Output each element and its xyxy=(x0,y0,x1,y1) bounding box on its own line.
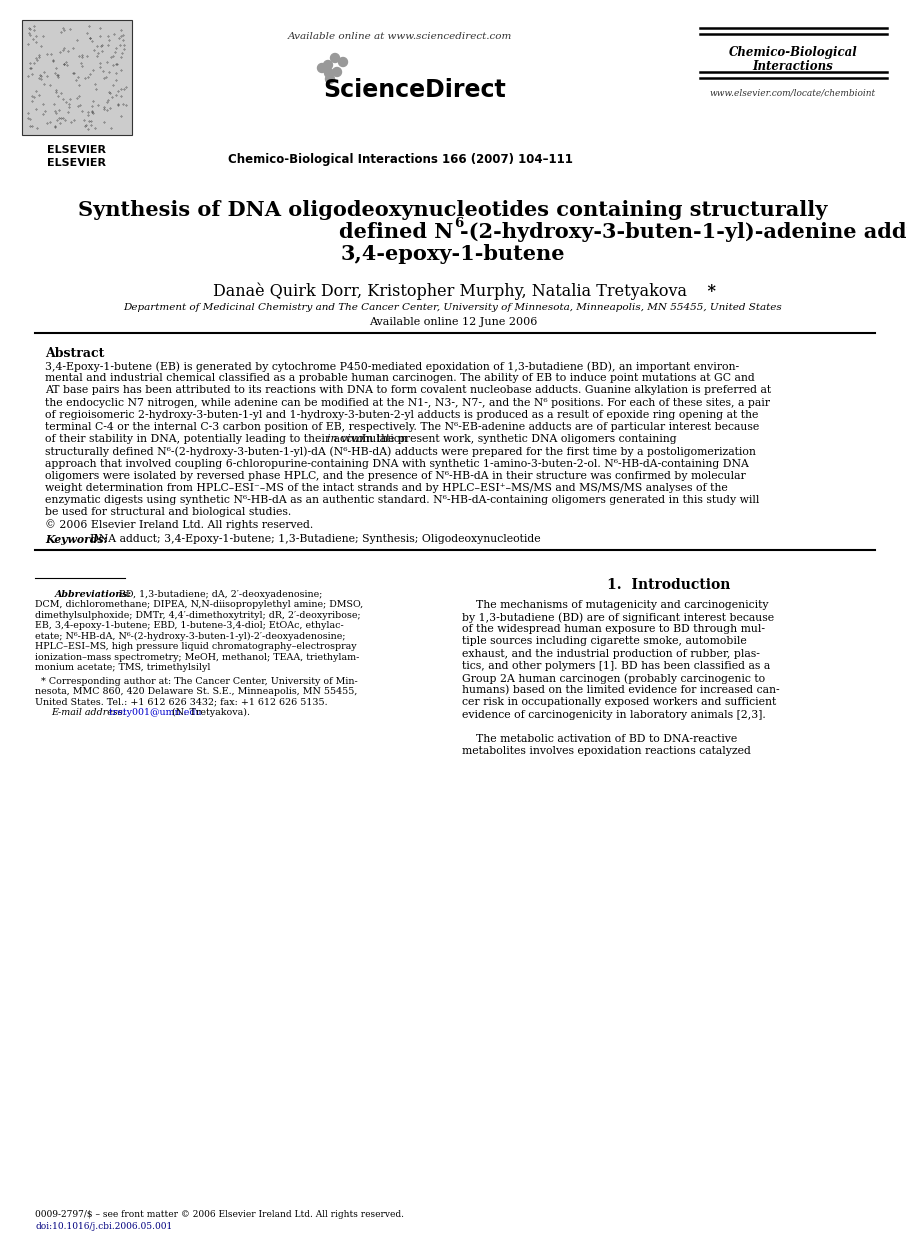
Text: 6: 6 xyxy=(454,216,463,230)
Text: approach that involved coupling 6-chloropurine-containing DNA with synthetic 1-a: approach that involved coupling 6-chloro… xyxy=(45,459,749,469)
Text: exhaust, and the industrial production of rubber, plas-: exhaust, and the industrial production o… xyxy=(462,648,760,658)
Circle shape xyxy=(324,61,333,69)
Text: humans) based on the limited evidence for increased can-: humans) based on the limited evidence fo… xyxy=(462,685,780,695)
Text: by 1,3-butadiene (BD) are of significant interest because: by 1,3-butadiene (BD) are of significant… xyxy=(462,612,775,622)
Text: mental and industrial chemical classified as a probable human carcinogen. The ab: mental and industrial chemical classifie… xyxy=(45,374,755,383)
Text: etate; N⁶-HB-dA, N⁶-(2-hydroxy-3-buten-1-yl)-2′-deoxyadenosine;: etate; N⁶-HB-dA, N⁶-(2-hydroxy-3-buten-1… xyxy=(35,632,346,641)
Text: weight determination from HPLC–ESI⁻–MS of the intact strands and by HPLC–ESI⁺–MS: weight determination from HPLC–ESI⁻–MS o… xyxy=(45,482,727,494)
Text: BD, 1,3-butadiene; dA, 2′-deoxyadenosine;: BD, 1,3-butadiene; dA, 2′-deoxyadenosine… xyxy=(107,590,322,599)
Text: AT base pairs has been attributed to its reactions with DNA to form covalent nuc: AT base pairs has been attributed to its… xyxy=(45,386,771,396)
Text: * Corresponding author at: The Cancer Center, University of Min-: * Corresponding author at: The Cancer Ce… xyxy=(35,677,357,685)
Text: 3,4-Epoxy-1-butene (EB) is generated by cytochrome P450-mediated epoxidation of : 3,4-Epoxy-1-butene (EB) is generated by … xyxy=(45,361,739,371)
Text: oligomers were isolated by reversed phase HPLC, and the presence of N⁶-HB-dA in : oligomers were isolated by reversed phas… xyxy=(45,471,746,481)
Text: 0009-2797/$ – see front matter © 2006 Elsevier Ireland Ltd. All rights reserved.: 0009-2797/$ – see front matter © 2006 El… xyxy=(35,1210,404,1218)
Text: DNA adduct; 3,4-Epoxy-1-butene; 1,3-Butadiene; Synthesis; Oligodeoxynucleotide: DNA adduct; 3,4-Epoxy-1-butene; 1,3-Buta… xyxy=(83,534,541,544)
Text: of their stability in DNA, potentially leading to their accumulation: of their stability in DNA, potentially l… xyxy=(45,434,411,444)
Text: Available online at www.sciencedirect.com: Available online at www.sciencedirect.co… xyxy=(288,32,512,41)
Text: DCM, dichloromethane; DIPEA, N,N-diisopropylethyl amine; DMSO,: DCM, dichloromethane; DIPEA, N,N-diisopr… xyxy=(35,600,363,610)
Text: structurally defined N⁶-(2-hydroxy-3-buten-1-yl)-dA (N⁶-HB-dA) adducts were prep: structurally defined N⁶-(2-hydroxy-3-but… xyxy=(45,447,756,456)
Text: cer risk in occupationally exposed workers and sufficient: cer risk in occupationally exposed worke… xyxy=(462,698,776,708)
Text: evidence of carcinogenicity in laboratory animals [2,3].: evidence of carcinogenicity in laborator… xyxy=(462,710,766,720)
Text: ionization–mass spectrometry; MeOH, methanol; TEAA, triethylam-: ionization–mass spectrometry; MeOH, meth… xyxy=(35,653,359,662)
Text: Synthesis of DNA oligodeoxynucleotides containing structurally: Synthesis of DNA oligodeoxynucleotides c… xyxy=(78,200,828,220)
Text: Danaè Quirk Dorr, Kristopher Murphy, Natalia Tretyakova: Danaè Quirk Dorr, Kristopher Murphy, Nat… xyxy=(213,283,693,301)
Text: Keywords:: Keywords: xyxy=(45,534,108,544)
Text: defined N: defined N xyxy=(338,221,453,242)
Text: -(2-hydroxy-3-buten-1-yl)-adenine adducts of: -(2-hydroxy-3-buten-1-yl)-adenine adduct… xyxy=(460,221,907,242)
Text: United States. Tel.: +1 612 626 3432; fax: +1 612 626 5135.: United States. Tel.: +1 612 626 3432; fa… xyxy=(35,698,327,706)
Text: dimethylsulphoxide; DMTr, 4,4′-dimethoxytrityl; dR, 2′-deoxyribose;: dimethylsulphoxide; DMTr, 4,4′-dimethoxy… xyxy=(35,611,361,620)
Circle shape xyxy=(333,68,342,77)
Text: of regioisomeric 2-hydroxy-3-buten-1-yl and 1-hydroxy-3-buten-2-yl adducts is pr: of regioisomeric 2-hydroxy-3-buten-1-yl … xyxy=(45,409,758,419)
Text: Available online 12 June 2006: Available online 12 June 2006 xyxy=(369,317,537,327)
Bar xyxy=(22,20,132,135)
Circle shape xyxy=(338,57,347,67)
Text: 1.  Introduction: 1. Introduction xyxy=(608,578,731,591)
Text: HPLC–ESI–MS, high pressure liquid chromatography–electrospray: HPLC–ESI–MS, high pressure liquid chroma… xyxy=(35,642,356,652)
Text: trety001@umn.edu: trety001@umn.edu xyxy=(106,709,202,717)
Text: be used for structural and biological studies.: be used for structural and biological st… xyxy=(45,507,291,517)
Text: ELSEVIER: ELSEVIER xyxy=(47,145,106,155)
Text: ELSEVIER: ELSEVIER xyxy=(47,158,106,168)
Text: . In the present work, synthetic DNA oligomers containing: . In the present work, synthetic DNA oli… xyxy=(355,434,677,444)
Text: Group 2A human carcinogen (probably carcinogenic to: Group 2A human carcinogen (probably carc… xyxy=(462,673,766,684)
Text: Chemico-Biological: Chemico-Biological xyxy=(728,46,857,59)
Text: The metabolic activation of BD to DNA-reactive: The metabolic activation of BD to DNA-re… xyxy=(462,734,737,743)
Text: monium acetate; TMS, trimethylsilyl: monium acetate; TMS, trimethylsilyl xyxy=(35,663,210,672)
Text: of the widespread human exposure to BD through mul-: of the widespread human exposure to BD t… xyxy=(462,625,765,635)
Text: metabolites involves epoxidation reactions catalyzed: metabolites involves epoxidation reactio… xyxy=(462,746,751,756)
Circle shape xyxy=(317,63,327,73)
Text: www.elsevier.com/locate/chembioint: www.elsevier.com/locate/chembioint xyxy=(710,88,876,96)
Text: terminal C-4 or the internal C-3 carbon position of EB, respectively. The N⁶-EB-: terminal C-4 or the internal C-3 carbon … xyxy=(45,422,759,432)
Text: EB, 3,4-epoxy-1-butene; EBD, 1-butene-3,4-diol; EtOAc, ethylac-: EB, 3,4-epoxy-1-butene; EBD, 1-butene-3,… xyxy=(35,621,344,631)
Text: E-mail address:: E-mail address: xyxy=(51,709,126,717)
Text: tics, and other polymers [1]. BD has been classified as a: tics, and other polymers [1]. BD has bee… xyxy=(462,661,770,670)
Text: The mechanisms of mutagenicity and carcinogenicity: The mechanisms of mutagenicity and carci… xyxy=(462,600,768,610)
Text: tiple sources including cigarette smoke, automobile: tiple sources including cigarette smoke,… xyxy=(462,636,746,647)
Text: nesota, MMC 860, 420 Delaware St. S.E., Minneapolis, MN 55455,: nesota, MMC 860, 420 Delaware St. S.E., … xyxy=(35,688,357,696)
Text: Abbreviations:: Abbreviations: xyxy=(55,590,132,599)
Text: the endocyclic N7 nitrogen, while adenine can be modified at the N1-, N3-, N7-, : the endocyclic N7 nitrogen, while adenin… xyxy=(45,397,770,408)
Text: ScienceDirect: ScienceDirect xyxy=(324,78,506,101)
Text: Abstract: Abstract xyxy=(45,348,104,360)
Text: Department of Medicinal Chemistry and The Cancer Center, University of Minnesota: Department of Medicinal Chemistry and Th… xyxy=(123,303,783,312)
Circle shape xyxy=(326,74,335,84)
Text: enzymatic digests using synthetic N⁶-HB-dA as an authentic standard. N⁶-HB-dA-co: enzymatic digests using synthetic N⁶-HB-… xyxy=(45,495,759,505)
Text: (N. Tretyakova).: (N. Tretyakova). xyxy=(170,709,250,717)
Text: 3,4-epoxy-1-butene: 3,4-epoxy-1-butene xyxy=(341,244,565,263)
Circle shape xyxy=(325,68,334,78)
Circle shape xyxy=(330,53,339,63)
Text: doi:10.1016/j.cbi.2006.05.001: doi:10.1016/j.cbi.2006.05.001 xyxy=(35,1222,172,1231)
Text: *: * xyxy=(190,283,716,301)
Text: © 2006 Elsevier Ireland Ltd. All rights reserved.: © 2006 Elsevier Ireland Ltd. All rights … xyxy=(45,520,313,531)
Text: Chemico-Biological Interactions 166 (2007) 104–111: Chemico-Biological Interactions 166 (200… xyxy=(228,153,572,166)
Text: Interactions: Interactions xyxy=(753,61,834,73)
Text: in vivo: in vivo xyxy=(327,434,363,444)
